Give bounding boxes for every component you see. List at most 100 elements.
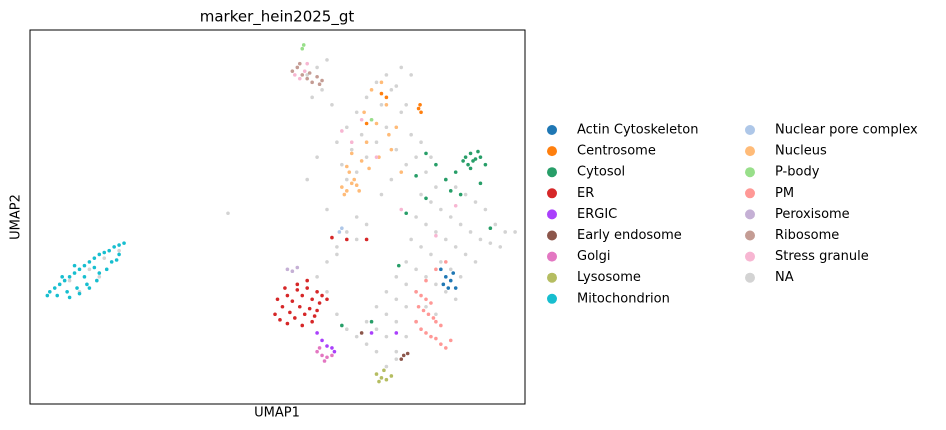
legend-label: Lysosome bbox=[577, 270, 641, 285]
point bbox=[377, 379, 381, 384]
point bbox=[67, 295, 72, 300]
legend-marker bbox=[547, 167, 557, 178]
point bbox=[305, 61, 310, 66]
point bbox=[448, 189, 453, 193]
point bbox=[399, 110, 404, 115]
legend-label: ER bbox=[577, 186, 594, 201]
point bbox=[424, 331, 428, 335]
point bbox=[471, 159, 475, 163]
point bbox=[357, 189, 361, 193]
point bbox=[288, 310, 292, 315]
point bbox=[354, 334, 359, 339]
point bbox=[226, 211, 230, 216]
point bbox=[429, 155, 433, 159]
legend-marker bbox=[547, 251, 557, 262]
point bbox=[109, 260, 114, 264]
point bbox=[382, 368, 386, 373]
point bbox=[364, 222, 369, 227]
point bbox=[394, 297, 399, 302]
point bbox=[275, 297, 280, 302]
point bbox=[414, 215, 418, 219]
legend-label: P-body bbox=[775, 165, 820, 180]
point bbox=[285, 321, 290, 326]
point bbox=[468, 230, 473, 234]
legend-label: Mitochondrion bbox=[577, 291, 670, 306]
point bbox=[441, 282, 446, 287]
point bbox=[429, 334, 433, 339]
point bbox=[82, 275, 87, 279]
legend-marker bbox=[745, 146, 755, 157]
legend-label: Stress granule bbox=[775, 249, 869, 264]
point bbox=[87, 286, 92, 290]
legend-label: Peroxisome bbox=[775, 207, 850, 222]
point bbox=[404, 282, 409, 287]
point bbox=[473, 157, 478, 161]
legend-marker bbox=[745, 188, 755, 199]
point bbox=[419, 140, 423, 144]
point bbox=[374, 304, 379, 309]
point bbox=[374, 349, 379, 354]
point bbox=[404, 260, 409, 264]
plot-frame bbox=[29, 29, 526, 405]
point bbox=[325, 58, 329, 62]
point bbox=[483, 162, 488, 167]
point bbox=[325, 355, 329, 360]
point bbox=[446, 286, 451, 290]
point bbox=[114, 258, 119, 262]
point bbox=[349, 151, 354, 156]
point bbox=[359, 331, 364, 335]
legend-label: NA bbox=[775, 270, 794, 285]
point bbox=[310, 319, 314, 324]
point bbox=[453, 185, 458, 189]
point bbox=[369, 117, 374, 122]
point bbox=[325, 260, 329, 264]
point bbox=[345, 230, 349, 234]
point bbox=[330, 353, 334, 358]
point bbox=[300, 46, 305, 51]
point bbox=[300, 73, 305, 77]
point bbox=[394, 357, 399, 361]
point bbox=[488, 241, 493, 245]
point bbox=[387, 132, 391, 137]
point bbox=[394, 84, 399, 88]
point bbox=[354, 215, 359, 219]
point bbox=[409, 237, 413, 242]
point bbox=[374, 155, 379, 159]
point bbox=[414, 319, 418, 324]
point bbox=[448, 338, 453, 343]
point bbox=[297, 304, 302, 309]
point bbox=[320, 353, 324, 358]
point bbox=[369, 88, 374, 92]
point bbox=[434, 230, 438, 234]
point bbox=[463, 192, 468, 197]
point bbox=[369, 319, 374, 324]
point bbox=[315, 290, 319, 294]
legend-label: Nuclear pore complex bbox=[775, 123, 918, 138]
point bbox=[405, 351, 410, 356]
point bbox=[384, 125, 389, 130]
point bbox=[332, 349, 337, 354]
point bbox=[310, 297, 314, 302]
point bbox=[448, 215, 453, 219]
point bbox=[503, 230, 508, 234]
point bbox=[330, 103, 334, 107]
point bbox=[335, 140, 339, 144]
point bbox=[349, 140, 354, 144]
point bbox=[290, 69, 295, 73]
point bbox=[401, 353, 406, 358]
point bbox=[458, 222, 463, 227]
point bbox=[102, 256, 107, 260]
point bbox=[453, 170, 458, 174]
point bbox=[55, 293, 60, 298]
legend-marker bbox=[547, 209, 557, 220]
point bbox=[434, 282, 438, 287]
point bbox=[394, 275, 399, 279]
point bbox=[399, 207, 404, 212]
legend-label: Centrosome bbox=[577, 144, 656, 159]
point bbox=[295, 282, 300, 287]
point bbox=[473, 200, 478, 204]
point bbox=[335, 312, 339, 317]
point bbox=[374, 140, 379, 144]
point bbox=[414, 174, 418, 178]
legend-marker bbox=[745, 167, 755, 178]
